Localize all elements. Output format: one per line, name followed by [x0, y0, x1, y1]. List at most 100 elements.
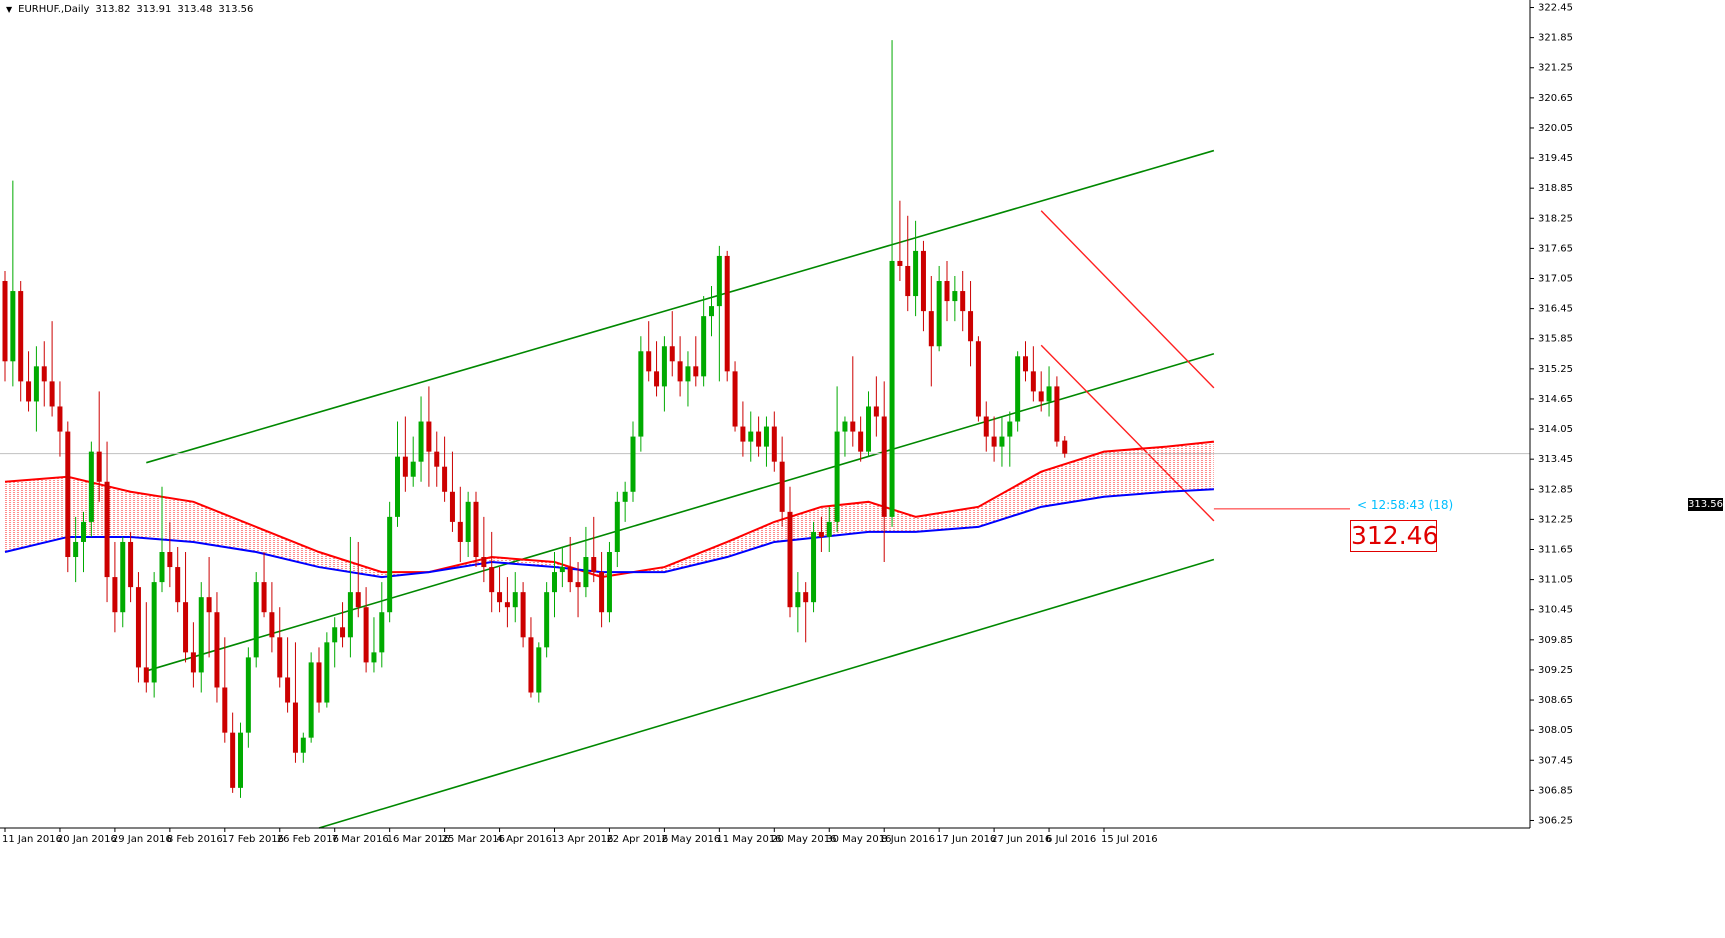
candle-body — [120, 541, 126, 613]
candle-body — [1046, 386, 1052, 402]
candle-body — [842, 421, 848, 432]
trend-channel[interactable] — [0, 149, 1530, 829]
price-tick-label: 320.05 — [1538, 123, 1573, 134]
candle-body — [473, 501, 479, 558]
candle-body — [826, 521, 832, 537]
candle-body — [363, 607, 369, 663]
candle-body — [646, 351, 652, 372]
candle-body — [1007, 421, 1013, 437]
candle-body — [873, 406, 879, 417]
candle-body — [913, 250, 919, 297]
candle-body — [347, 592, 353, 638]
candle-body — [316, 662, 322, 703]
candle-body — [245, 657, 251, 733]
candle-body — [1023, 356, 1028, 372]
candle-body — [638, 351, 644, 437]
candle-body — [1054, 386, 1060, 442]
channel-line — [146, 149, 1215, 464]
candle-body — [677, 361, 683, 382]
candle-body — [57, 406, 63, 432]
candle-body — [756, 431, 762, 447]
candle-body — [858, 431, 864, 452]
candle-body — [442, 466, 448, 492]
price-marker-label[interactable]: 312.46 — [1350, 520, 1439, 552]
candle-body — [73, 541, 79, 558]
candle-body — [230, 732, 236, 788]
candle-body — [214, 612, 220, 688]
candle-body — [481, 557, 487, 568]
candle-body — [975, 341, 981, 417]
candles — [2, 40, 1068, 798]
candle-body — [449, 491, 455, 522]
candle-body — [591, 557, 597, 573]
price-tick-label: 317.05 — [1538, 274, 1573, 285]
last-price-tag: 313.56 — [1688, 498, 1723, 511]
candle-body — [128, 541, 134, 588]
candle-body — [143, 667, 149, 683]
price-tick-label: 317.65 — [1538, 243, 1573, 254]
candle-body — [159, 552, 165, 583]
candle-body — [1015, 356, 1021, 422]
candle-body — [866, 406, 871, 452]
date-tick-label: 29 Jan 2016 — [112, 834, 172, 845]
price-tick-label: 308.65 — [1538, 695, 1573, 706]
date-tick-label: 13 Apr 2016 — [552, 834, 614, 845]
date-tick-label: 8 Jun 2016 — [881, 834, 935, 845]
candle-body — [693, 366, 699, 377]
candle-body — [206, 597, 212, 613]
candle-body — [300, 737, 306, 753]
candle-body — [410, 461, 416, 477]
channel-line — [146, 353, 1215, 672]
candle-body — [26, 381, 32, 402]
price-tick-label: 307.45 — [1538, 755, 1573, 766]
candle-body — [991, 436, 997, 447]
date-tick-label: 6 Jul 2016 — [1046, 834, 1096, 845]
candle-body — [716, 255, 722, 307]
price-tick-label: 306.25 — [1538, 815, 1573, 826]
candle-body — [457, 521, 463, 542]
candle-body — [65, 431, 71, 558]
candle-body — [748, 431, 754, 442]
candle-body — [740, 426, 746, 442]
candle-body — [771, 426, 777, 462]
candle-body — [269, 612, 275, 638]
candle-body — [308, 662, 314, 738]
candle-body — [167, 552, 173, 568]
price-tick-label: 315.85 — [1538, 334, 1573, 345]
down-channel-line — [1040, 210, 1215, 389]
candle-body — [96, 451, 102, 482]
price-tick-label: 309.25 — [1538, 665, 1573, 676]
price-tick-label: 306.85 — [1538, 785, 1573, 796]
candle-body — [897, 260, 903, 266]
high-value: 313.91 — [136, 4, 172, 15]
candle-body — [41, 366, 47, 382]
candle-body — [583, 557, 589, 588]
candle-body — [238, 732, 243, 788]
candle-body — [559, 567, 565, 573]
candle-body — [340, 627, 346, 638]
candle-body — [936, 281, 942, 347]
price-tick-label: 312.25 — [1538, 514, 1573, 525]
candle-body — [881, 416, 887, 517]
date-tick-label: 16 Mar 2016 — [387, 834, 450, 845]
candle-body — [575, 582, 581, 588]
bar-countdown: < 12:58:43 (18) — [1357, 498, 1454, 512]
price-tick-label: 315.25 — [1538, 364, 1573, 375]
candle-body — [371, 652, 377, 663]
candle-body — [803, 592, 809, 603]
candle-body — [889, 260, 895, 517]
candle-body — [512, 592, 518, 608]
price-tick-label: 314.65 — [1538, 394, 1573, 405]
candle-body — [332, 627, 338, 643]
date-tick-label: 17 Feb 2016 — [222, 834, 284, 845]
candle-body — [724, 255, 730, 372]
candle-body — [1062, 440, 1068, 454]
price-tick-label: 316.45 — [1538, 304, 1573, 315]
candle-body — [1038, 391, 1044, 402]
price-tick-label: 320.65 — [1538, 93, 1573, 104]
date-tick-label: 30 May 2016 — [826, 834, 891, 845]
candle-body — [151, 582, 157, 683]
price-tick-label: 318.85 — [1538, 183, 1573, 194]
